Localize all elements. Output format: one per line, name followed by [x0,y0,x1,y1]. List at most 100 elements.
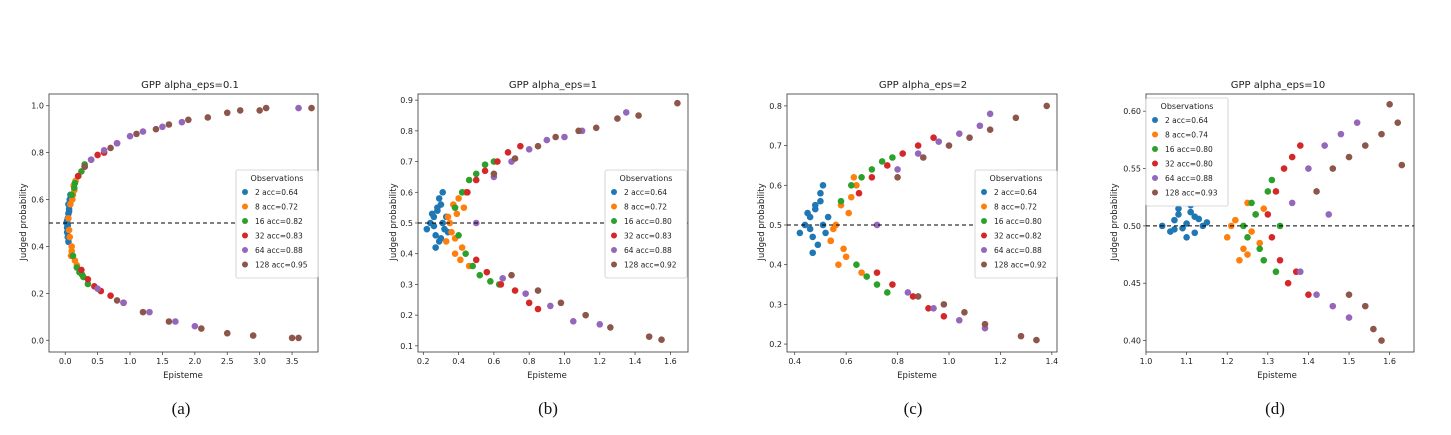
data-point [462,250,469,258]
legend-box [604,169,688,279]
data-point [1171,216,1178,224]
data-point [1236,256,1243,264]
data-point [561,133,568,141]
y-tick-label: 0.0 [31,336,44,345]
data-point [873,281,881,288]
chart-title: GPP alpha_eps=10 [1231,80,1326,91]
legend-entry: 64 acc=0.88 [994,246,1042,255]
legend-marker [1152,160,1158,167]
data-point [68,243,75,250]
data-point [635,112,642,119]
legend-marker [242,232,248,239]
x-tick-label: 1.2 [1221,357,1234,366]
data-point [159,123,166,131]
data-point [569,317,577,325]
data-point [1244,251,1251,258]
legend-title: Observations [1161,102,1214,111]
y-tick-label: 0.4 [769,261,782,270]
data-point [448,228,455,236]
data-point [914,150,922,157]
data-point [855,189,863,197]
data-point [1284,279,1292,287]
legend-entry: 8 acc=0.74 [1165,131,1208,140]
data-point [249,332,257,339]
data-point [822,229,829,237]
data-point [837,197,845,205]
data-point [223,109,231,117]
data-point [288,334,296,342]
data-point [829,225,837,233]
data-point [430,222,438,230]
data-point [894,166,901,173]
x-tick-label: 0.0 [59,357,72,366]
y-axis-label: Judged probability [757,183,767,261]
chart-title: GPP alpha_eps=2 [879,80,967,91]
data-point [582,311,589,319]
data-point [1260,205,1268,212]
data-point [914,142,922,149]
y-tick-label: 0.2 [31,289,44,298]
data-point [432,244,439,251]
x-axis-label: Episteme [897,371,937,381]
legend-title: Observations [620,174,673,183]
data-point [457,256,464,264]
legend-entry: 128 acc=0.92 [624,261,677,270]
y-tick-label: 0.9 [400,96,413,105]
legend-entry: 2 acc=0.64 [1165,116,1208,125]
data-point [472,170,480,178]
data-point [423,225,431,233]
data-point [525,299,533,307]
legend-entry: 64 acc=0.88 [255,246,303,255]
data-point [94,285,101,292]
data-point [1187,208,1194,216]
data-point [84,275,92,283]
data-point [146,308,153,316]
data-point [645,333,653,340]
data-point [674,99,681,107]
legend-entry: 16 acc=0.80 [1165,145,1213,154]
data-point [847,181,855,189]
data-point [914,293,922,300]
data-point [437,235,445,242]
data-point [592,124,600,132]
x-tick-label: 0.2 [417,357,430,366]
legend-entry: 16 acc=0.82 [255,217,303,226]
data-point [78,266,85,274]
data-point [889,154,896,161]
x-tick-label: 1.4 [1302,357,1315,366]
data-point [1191,229,1199,237]
data-point [1043,102,1051,110]
data-point [1337,130,1345,138]
data-point [198,325,205,332]
data-point [69,252,77,260]
data-point [435,195,443,202]
data-point [455,195,462,202]
data-point [165,121,173,128]
data-point [534,287,542,294]
data-point [464,188,471,196]
data-point [1321,142,1328,149]
x-tick-label: 0.6 [488,357,501,366]
data-point [925,305,932,312]
data-point [1183,234,1190,241]
data-point [894,174,901,181]
y-tick-label: 0.5 [769,221,782,230]
data-point [1017,332,1025,340]
data-point [966,134,973,141]
x-tick-label: 1.5 [1343,357,1356,366]
legend: Observations 2 acc=0.64 8 acc=0.72 16 acc=0… [235,169,319,279]
data-point [458,244,466,251]
data-point [930,134,937,141]
legend-entry: 16 acc=0.80 [994,217,1042,226]
data-point [460,204,468,211]
legend-marker [611,218,617,224]
data-point [152,125,160,133]
data-point [614,115,621,122]
panel-caption: (b) [538,399,558,418]
data-point [65,207,73,215]
x-tick-label: 1.0 [124,357,137,366]
legend-marker [242,203,248,210]
data-point [840,245,847,253]
data-point [883,289,891,296]
